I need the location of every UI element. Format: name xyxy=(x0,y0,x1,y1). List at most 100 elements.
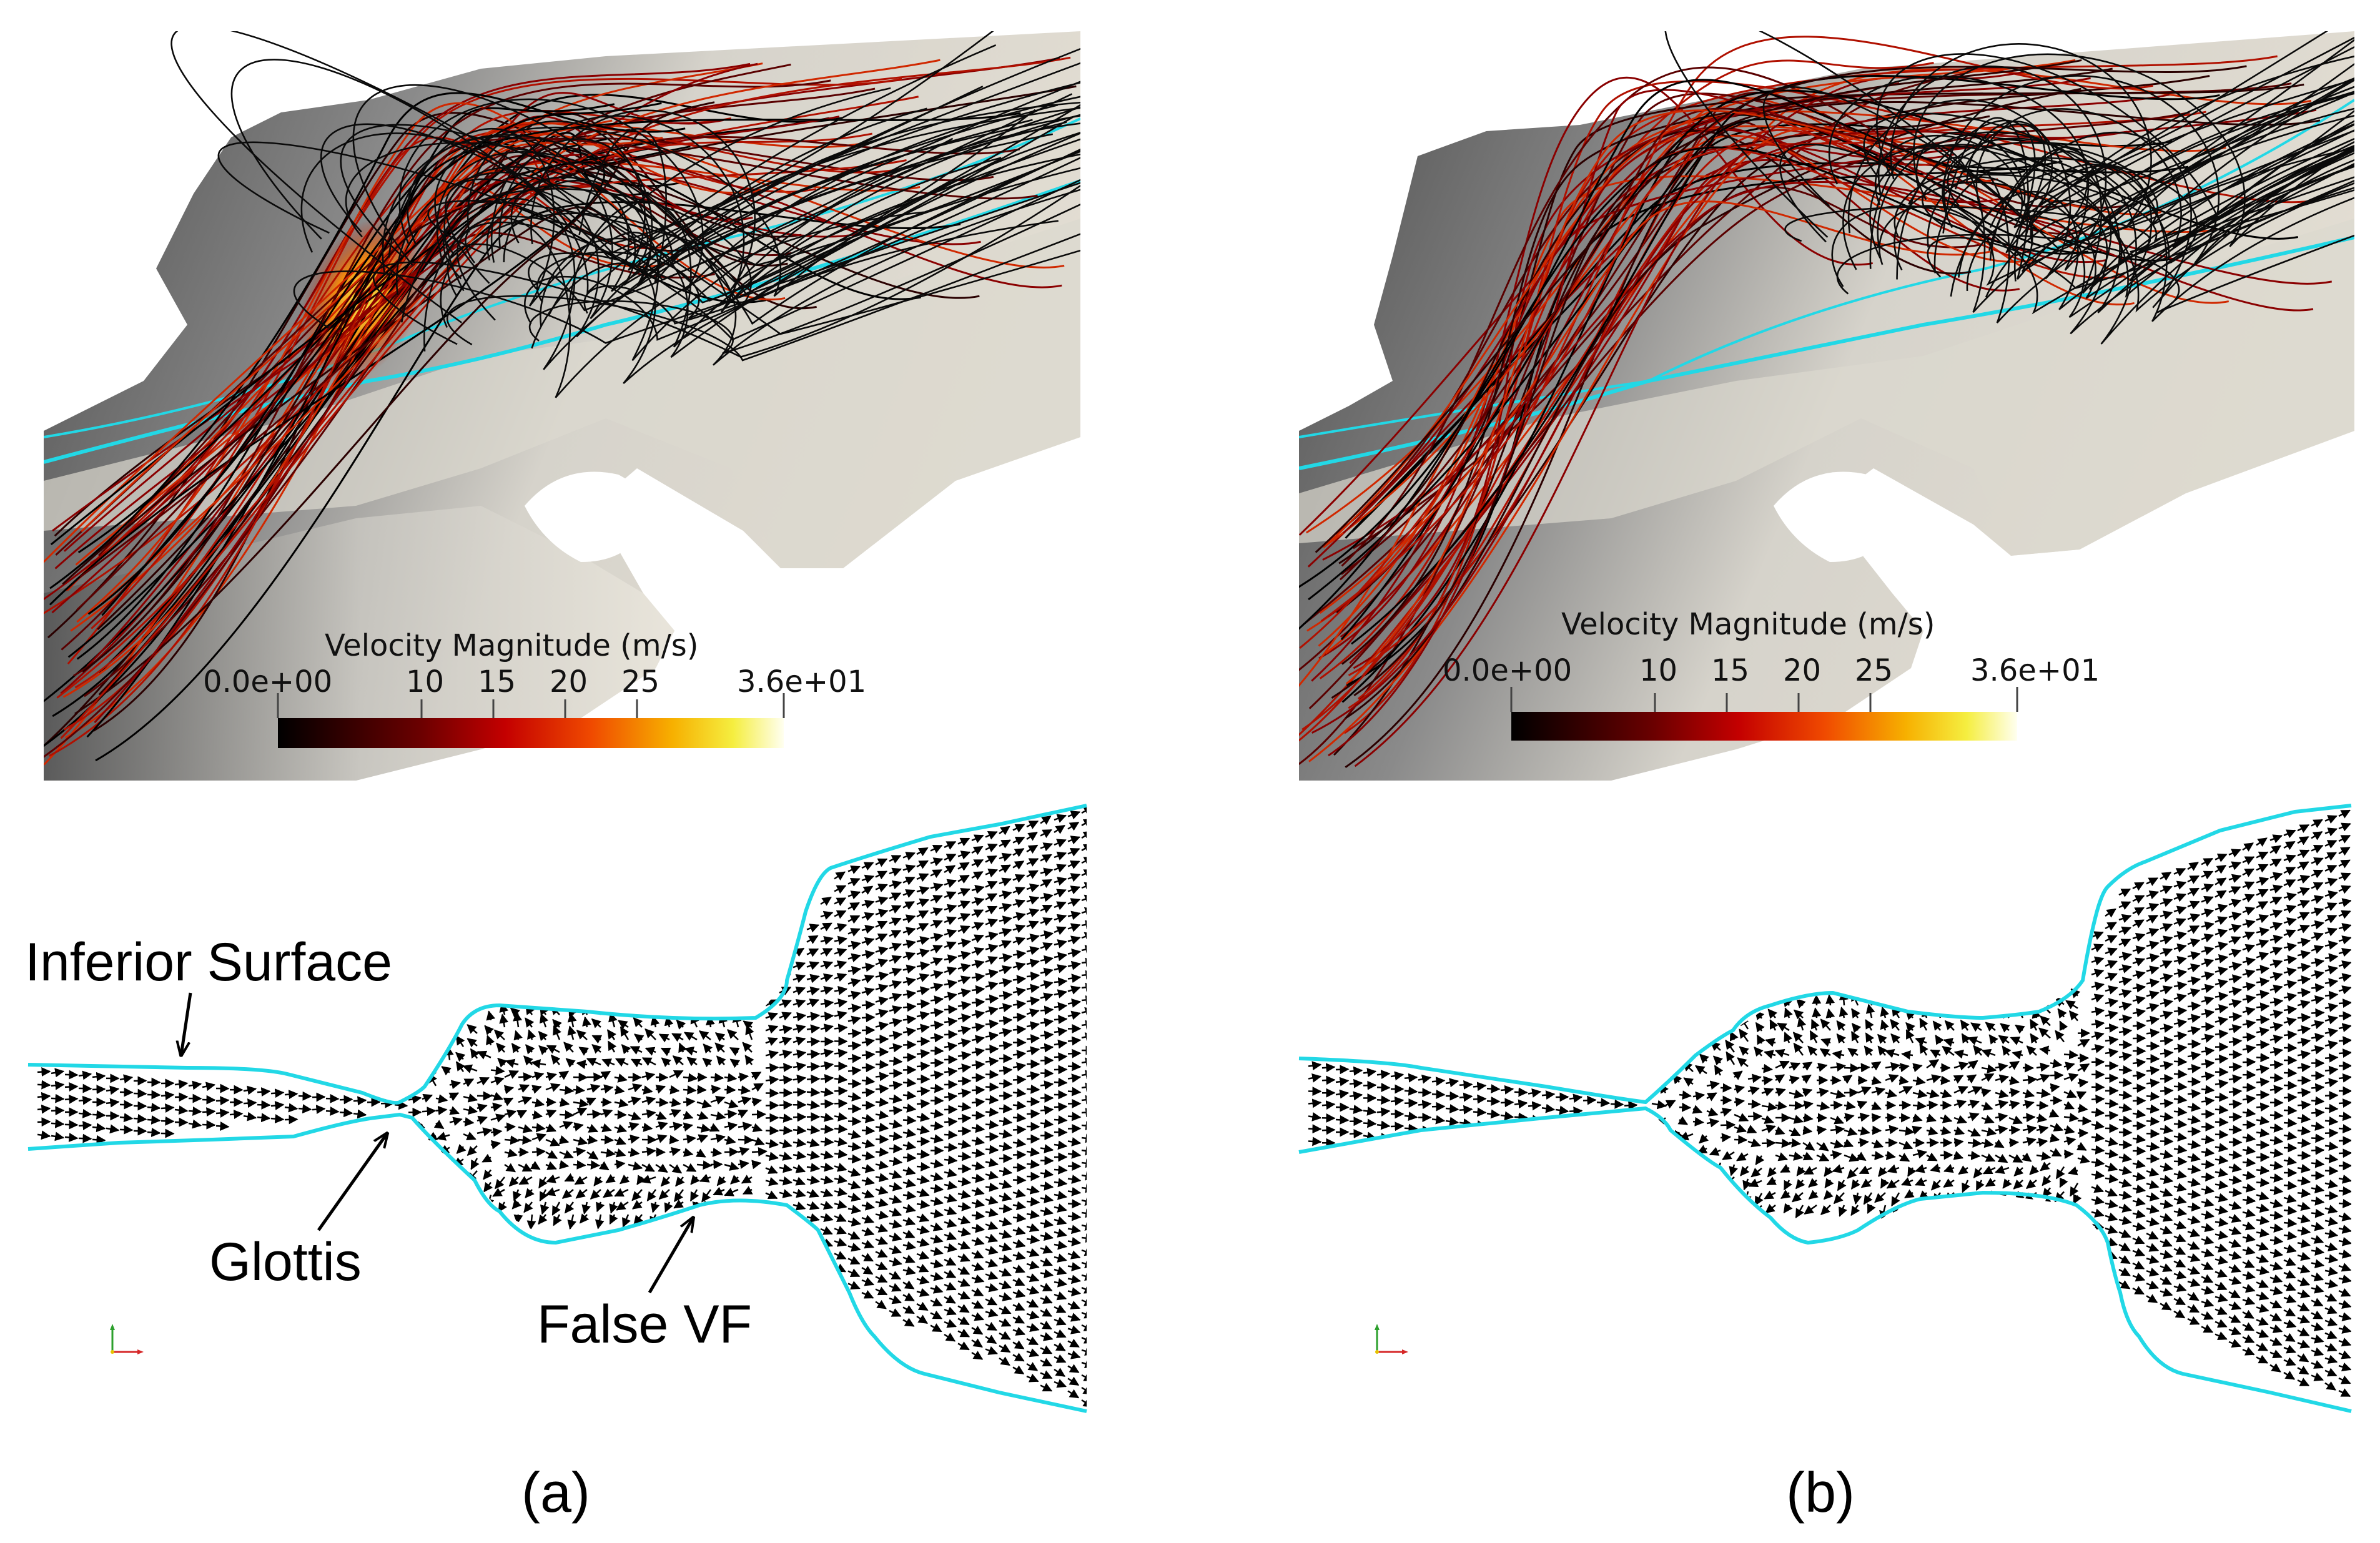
velocity-vector xyxy=(2215,1230,2229,1240)
velocity-vector xyxy=(1774,1048,1790,1058)
velocity-vector xyxy=(1859,1165,1872,1175)
velocity-vector xyxy=(1445,1117,1459,1126)
velocity-vector xyxy=(1789,1138,1801,1148)
velocity-vector xyxy=(696,1123,711,1133)
velocity-vector xyxy=(1040,829,1052,839)
velocity-vector xyxy=(765,1151,779,1161)
velocity-vector xyxy=(2105,1010,2118,1020)
velocity-vector xyxy=(902,852,916,861)
colorbar-ticks xyxy=(277,693,785,718)
velocity-vector xyxy=(608,1040,617,1053)
velocity-vector xyxy=(730,1175,741,1185)
velocity-vector xyxy=(1026,1147,1040,1157)
streamline xyxy=(73,79,831,677)
velocity-vector xyxy=(930,1298,943,1307)
velocity-vector xyxy=(2256,927,2270,937)
velocity-vector xyxy=(1081,1259,1087,1269)
velocity-vector xyxy=(2173,893,2186,902)
velocity-vector xyxy=(1830,1062,1847,1072)
velocity-vector xyxy=(2215,1281,2228,1291)
velocity-vector xyxy=(1857,1126,1870,1136)
velocity-vector xyxy=(985,1283,999,1293)
velocity-vector xyxy=(1871,1087,1886,1097)
velocity-vector xyxy=(2269,1136,2284,1145)
velocity-vector xyxy=(600,1084,614,1094)
velocity-vector xyxy=(719,1003,728,1015)
velocity-vector xyxy=(1953,1049,1968,1059)
velocity-vector xyxy=(2338,973,2351,982)
velocity-vector xyxy=(985,1321,997,1331)
velocity-vector xyxy=(600,1148,616,1158)
velocity-vector xyxy=(2036,1100,2049,1110)
velocity-vector xyxy=(1901,1050,1913,1060)
velocity-vector xyxy=(1081,1146,1087,1156)
velocity-vector xyxy=(2118,1090,2133,1100)
velocity-vector xyxy=(2201,1324,2214,1333)
colorbar-tick-3: 20 xyxy=(1783,653,1821,688)
velocity-vector xyxy=(902,1241,916,1251)
velocity-vector xyxy=(1012,962,1026,971)
velocity-vector xyxy=(971,859,984,868)
velocity-vector xyxy=(490,1102,503,1112)
velocity-vector xyxy=(1081,1271,1087,1281)
velocity-vector xyxy=(2242,1259,2255,1268)
velocity-vector xyxy=(2256,1128,2270,1138)
velocity-vector xyxy=(2215,1054,2229,1064)
velocity-vector xyxy=(1040,1321,1052,1330)
velocity-vector xyxy=(1740,1166,1750,1176)
velocity-vector xyxy=(889,892,902,901)
velocity-vector xyxy=(2201,1160,2215,1170)
velocity-vector xyxy=(2008,1088,2020,1098)
velocity-vector xyxy=(531,1147,546,1157)
velocity-vector xyxy=(497,1057,508,1068)
velocity-vector xyxy=(971,1047,985,1057)
velocity-vector xyxy=(2022,1089,2035,1098)
velocity-vector xyxy=(902,1078,917,1088)
velocity-vector xyxy=(51,1080,65,1090)
streamline xyxy=(1876,53,2354,217)
velocity-vector xyxy=(999,839,1011,849)
velocity-vector xyxy=(2297,988,2311,998)
velocity-vector xyxy=(861,950,876,960)
velocity-vector xyxy=(820,1264,832,1273)
velocity-vector xyxy=(2215,1117,2229,1127)
velocity-vector xyxy=(430,1148,439,1161)
velocity-vector xyxy=(2077,1038,2090,1048)
velocity-vector xyxy=(889,1232,902,1242)
velocity-vector xyxy=(2146,1092,2160,1102)
velocity-vector xyxy=(2146,902,2160,912)
velocity-vector xyxy=(779,1025,793,1035)
velocity-vector xyxy=(1899,1100,1912,1110)
velocity-vector xyxy=(1860,1178,1872,1188)
velocity-vector xyxy=(889,917,902,927)
velocity-vector xyxy=(2256,965,2270,974)
velocity-vector xyxy=(2201,946,2215,955)
velocity-vector xyxy=(1081,1398,1087,1408)
velocity-vector xyxy=(2132,1008,2146,1018)
velocity-vector xyxy=(985,1308,999,1318)
velocity-vector xyxy=(2324,978,2339,988)
velocity-vector xyxy=(930,1108,944,1118)
streamline xyxy=(82,85,1077,673)
velocity-vector xyxy=(1040,1295,1053,1304)
velocity-vector xyxy=(875,858,888,867)
velocity-vector xyxy=(2077,1155,2090,1164)
velocity-vector xyxy=(1026,1260,1040,1269)
velocity-vector xyxy=(2256,889,2269,898)
velocity-vector xyxy=(957,1151,972,1161)
velocity-vector xyxy=(2063,1125,2075,1135)
velocity-vector xyxy=(2311,869,2324,879)
streamline xyxy=(44,154,1062,601)
velocity-vector xyxy=(641,1109,656,1119)
colorbar-tick-5: 3.6e+01 xyxy=(1970,653,2100,688)
velocity-vector xyxy=(806,998,819,1008)
velocity-vector xyxy=(669,1135,679,1145)
velocity-vector xyxy=(609,1214,618,1225)
velocity-vector xyxy=(902,876,916,885)
velocity-vector xyxy=(2269,1161,2284,1170)
velocity-vector xyxy=(834,1187,847,1197)
velocity-vector xyxy=(1847,1047,1859,1057)
velocity-vector xyxy=(834,985,848,995)
velocity-vector xyxy=(724,1147,739,1157)
velocity-vector xyxy=(1081,1233,1087,1243)
